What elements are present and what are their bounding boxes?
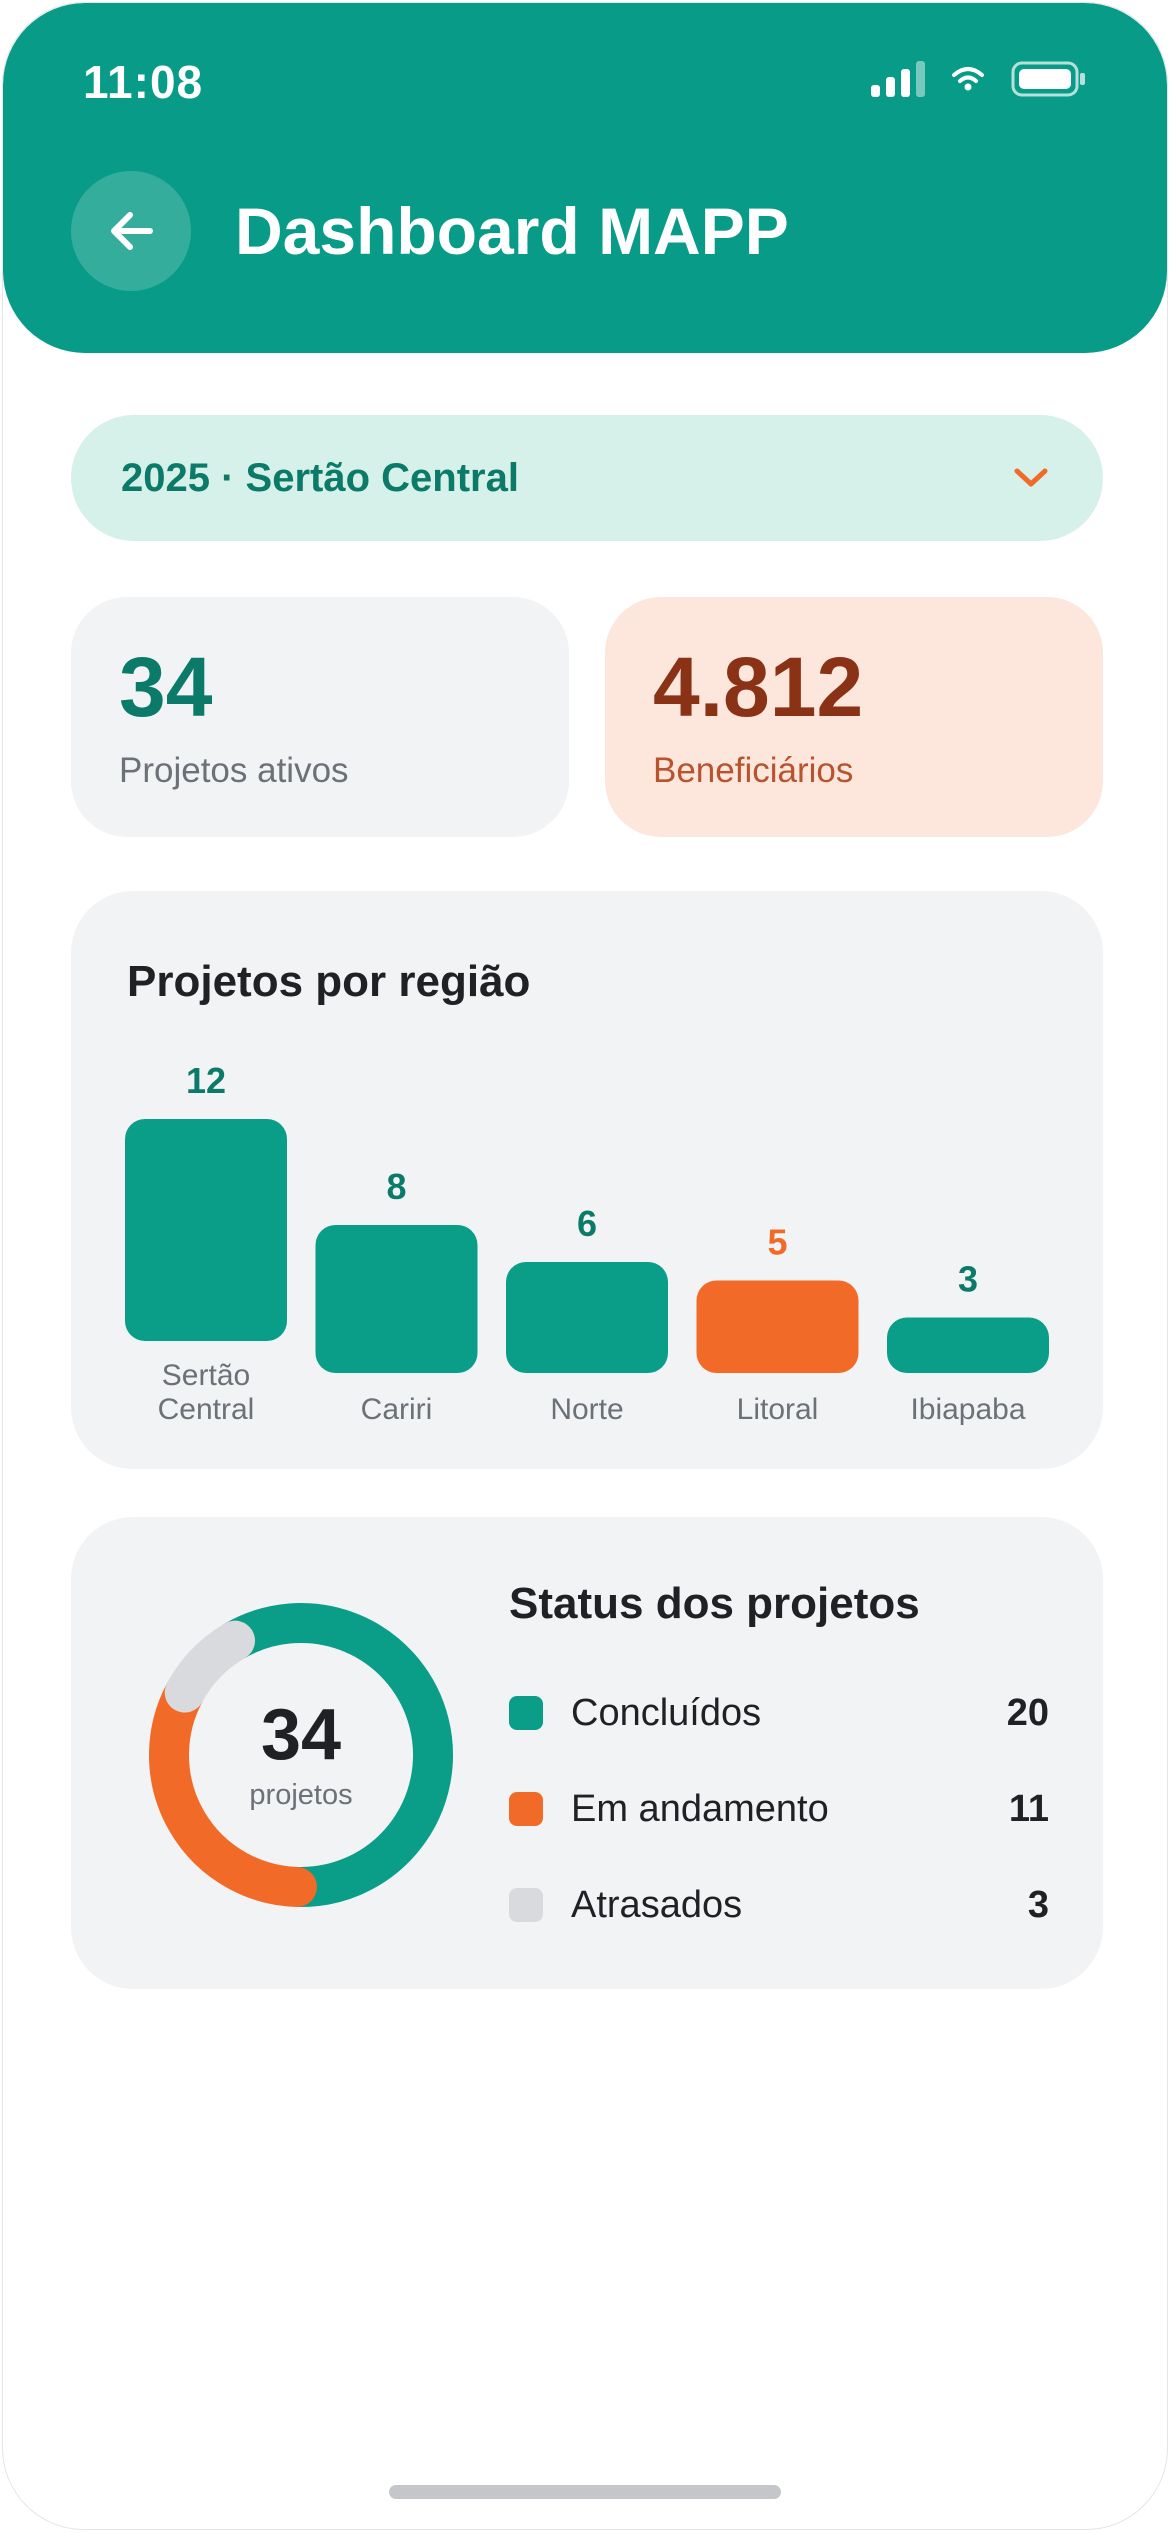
stat-card-active-projects: 34 Projetos ativos xyxy=(71,597,569,837)
legend-value: 20 xyxy=(1006,1691,1049,1734)
chart-title: Projetos por região xyxy=(127,957,531,1006)
legend-value: 11 xyxy=(1008,1787,1049,1830)
bar-category-label: Sertão xyxy=(162,1359,250,1392)
bar-category-label: Norte xyxy=(550,1393,623,1426)
donut-segment-atrasados[interactable] xyxy=(164,1620,255,1713)
page-title: Dashboard MAPP xyxy=(235,194,789,268)
legend-swatch xyxy=(509,1888,543,1922)
wifi-icon xyxy=(951,66,985,92)
donut-segment-concluídos[interactable] xyxy=(215,1603,453,1907)
filter-dropdown[interactable]: 2025 · Sertão Central xyxy=(71,415,1103,541)
legend-name: Em andamento xyxy=(571,1787,829,1830)
chevron-down-icon xyxy=(1014,468,1048,487)
bar-category-label: Litoral xyxy=(737,1393,819,1426)
donut-total-label: projetos xyxy=(249,1778,353,1811)
stat-label: Beneficiários xyxy=(653,751,854,790)
region-chart-card: Projetos por região 12 Sertão Central 8 Cari… xyxy=(71,891,1103,1469)
status-donut-chart xyxy=(149,1603,453,1907)
bar-value-label: 3 xyxy=(958,1259,978,1300)
bar-ibiapaba[interactable] xyxy=(887,1317,1049,1374)
back-button[interactable] xyxy=(71,171,191,291)
battery-icon xyxy=(1011,61,1087,97)
bar-value-label: 8 xyxy=(386,1166,406,1207)
status-time: 11:08 xyxy=(83,56,204,108)
legend-item-completed: Concluídos 20 xyxy=(509,1665,1049,1761)
bar-sertão-central[interactable] xyxy=(125,1119,287,1341)
bar-category-label: Cariri xyxy=(361,1393,433,1426)
bar-value-label: 6 xyxy=(577,1203,597,1244)
stat-value: 4.812 xyxy=(653,640,864,734)
filter-label: 2025 · Sertão Central xyxy=(121,455,519,500)
signal-icon xyxy=(871,61,925,97)
bar-litoral[interactable] xyxy=(696,1280,859,1374)
legend-item-in-progress: Em andamento 11 xyxy=(509,1761,1049,1857)
donut-center: 34 projetos xyxy=(131,1585,471,1925)
status-icons xyxy=(871,61,1087,97)
legend-swatch xyxy=(509,1696,543,1730)
bar-category-label: Ibiapaba xyxy=(910,1393,1025,1426)
legend-swatch xyxy=(509,1792,543,1826)
bar-category-label: Central xyxy=(158,1393,255,1426)
stat-value: 34 xyxy=(119,640,213,734)
bar-value-label: 5 xyxy=(767,1222,787,1263)
status-card: 34 projetos Status dos projetos Concluíd… xyxy=(71,1517,1103,1989)
stat-label: Projetos ativos xyxy=(119,751,349,790)
legend-value: 3 xyxy=(1027,1883,1049,1926)
status-title: Status dos projetos xyxy=(509,1579,920,1628)
stat-card-beneficiaries: 4.812 Beneficiários xyxy=(605,597,1103,837)
home-indicator[interactable] xyxy=(389,2485,781,2499)
donut-total: 34 xyxy=(260,1694,342,1775)
bar-cariri[interactable] xyxy=(315,1225,478,1373)
donut-segment-em-andamento[interactable] xyxy=(149,1672,317,1907)
bar-value-label: 12 xyxy=(186,1060,226,1101)
app-header: 11:08 xyxy=(3,3,1167,353)
legend-name: Concluídos xyxy=(571,1691,762,1734)
bar-norte[interactable] xyxy=(506,1262,668,1373)
legend-item-delayed: Atrasados 3 xyxy=(509,1857,1049,1953)
arrow-left-icon xyxy=(111,212,153,250)
status-legend: Concluídos 20 Em andamento 11 Atrasados … xyxy=(509,1665,1049,1953)
legend-name: Atrasados xyxy=(571,1883,743,1926)
